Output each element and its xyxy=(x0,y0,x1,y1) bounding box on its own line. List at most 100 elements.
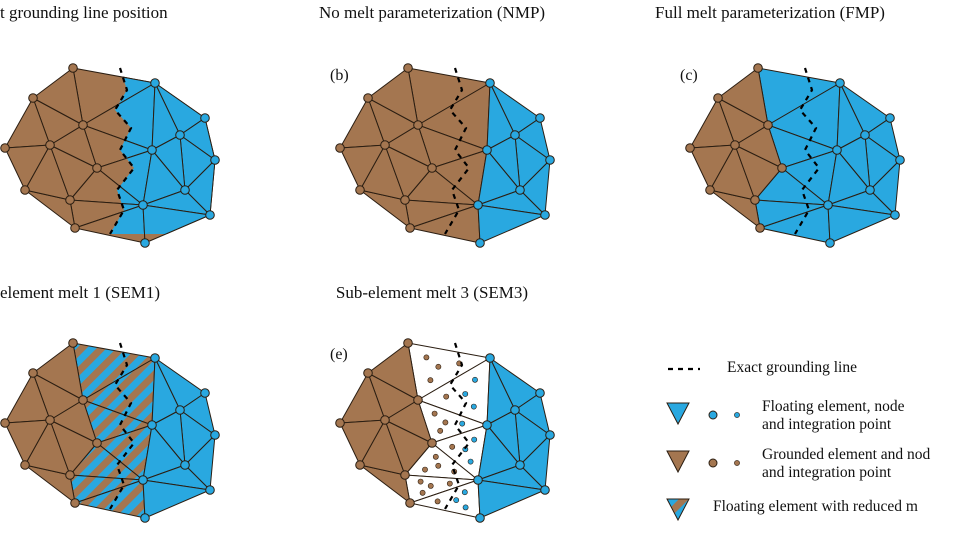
integration-point xyxy=(459,420,466,427)
panel-label: (c) xyxy=(680,67,698,84)
panel-title: Sub-element melt 3 (SEM3) xyxy=(336,283,528,302)
integration-point xyxy=(467,458,474,465)
mesh-node xyxy=(535,388,545,398)
mesh-node xyxy=(380,415,390,425)
mesh-node xyxy=(363,93,373,103)
mesh-node xyxy=(138,200,148,210)
mesh-element xyxy=(4,419,51,466)
legend-text: and integration point xyxy=(762,464,892,481)
integration-point xyxy=(435,462,442,469)
mesh-node xyxy=(45,415,55,425)
legend-text: Floating element, node xyxy=(762,398,905,415)
mesh-node xyxy=(515,185,525,195)
mesh-element xyxy=(827,204,896,244)
mesh-node xyxy=(403,338,413,348)
legend-point xyxy=(734,412,740,418)
panel-title: t grounding line position xyxy=(0,3,168,22)
mesh-node xyxy=(78,395,88,405)
mesh-node xyxy=(885,113,895,123)
mesh-node xyxy=(20,460,30,470)
mesh-node xyxy=(28,368,38,378)
mesh-node xyxy=(510,405,520,415)
panel-title: Full melt parameterization (FMP) xyxy=(655,3,885,22)
mesh-node xyxy=(20,185,30,195)
mesh-node xyxy=(832,145,842,155)
mesh-node xyxy=(473,475,483,485)
mesh-node xyxy=(180,460,190,470)
mesh-node xyxy=(200,113,210,123)
integration-point xyxy=(446,480,453,487)
mesh-node xyxy=(730,140,740,150)
grounding-line xyxy=(109,67,136,235)
mesh-node xyxy=(865,185,875,195)
mesh-node xyxy=(755,223,765,233)
integration-point xyxy=(462,391,469,397)
mesh-node xyxy=(705,185,715,195)
mesh-node xyxy=(713,93,723,103)
mesh-node xyxy=(147,145,157,155)
grounding-line xyxy=(109,342,136,510)
mesh-node xyxy=(750,195,760,205)
integration-point xyxy=(431,410,438,417)
mesh-node xyxy=(68,63,78,73)
integration-point xyxy=(462,504,469,511)
mesh-node xyxy=(0,143,10,153)
integration-point xyxy=(419,489,426,496)
mesh-node xyxy=(175,130,185,140)
mesh-element xyxy=(4,144,51,191)
legend-element xyxy=(666,498,690,522)
mesh-node xyxy=(400,470,410,480)
mesh-node xyxy=(380,140,390,150)
mesh-element xyxy=(367,67,419,126)
legend-point xyxy=(734,460,740,466)
mesh-node xyxy=(0,418,10,428)
mesh-node xyxy=(147,420,157,430)
mesh-node xyxy=(150,78,160,88)
mesh-element xyxy=(717,67,769,126)
integration-point xyxy=(417,478,424,485)
integration-point xyxy=(423,354,430,361)
mesh-node xyxy=(363,368,373,378)
mesh-node xyxy=(405,223,415,233)
mesh-node xyxy=(355,185,365,195)
mesh-node xyxy=(485,353,495,363)
mesh-node xyxy=(45,140,55,150)
mesh-node xyxy=(403,63,413,73)
mesh-node xyxy=(68,338,78,348)
mesh-node xyxy=(175,405,185,415)
mesh-node xyxy=(405,498,415,508)
mesh-element xyxy=(339,419,386,466)
legend-element xyxy=(666,402,690,426)
mesh-element xyxy=(32,67,84,126)
mesh-node xyxy=(427,163,437,173)
mesh-node xyxy=(65,470,75,480)
panel-title: element melt 1 (SEM1) xyxy=(0,283,160,302)
mesh-node xyxy=(78,120,88,130)
mesh-panel xyxy=(685,63,905,248)
mesh-node xyxy=(150,353,160,363)
mesh-node xyxy=(535,113,545,123)
mesh-node xyxy=(413,120,423,130)
legend-text: Floating element with reduced m xyxy=(713,498,918,515)
mesh-node xyxy=(140,513,150,523)
integration-point xyxy=(453,497,460,504)
panel-label: (e) xyxy=(330,346,348,363)
mesh-element xyxy=(367,342,419,401)
mesh-element xyxy=(142,479,211,519)
panel-title: No melt parameterization (NMP) xyxy=(319,3,545,22)
integration-point xyxy=(472,376,478,383)
mesh-element xyxy=(110,199,144,229)
mesh-node xyxy=(475,238,485,248)
mesh-node xyxy=(823,200,833,210)
grounding-line xyxy=(444,342,471,510)
mesh-node xyxy=(545,155,555,165)
mesh-node xyxy=(70,498,80,508)
mesh-node xyxy=(835,78,845,88)
integration-point xyxy=(422,466,428,473)
mesh-node xyxy=(482,420,492,430)
mesh-element xyxy=(339,144,386,191)
mesh-node xyxy=(65,195,75,205)
mesh-node xyxy=(70,223,80,233)
legend-text: Exact grounding line xyxy=(727,359,857,376)
